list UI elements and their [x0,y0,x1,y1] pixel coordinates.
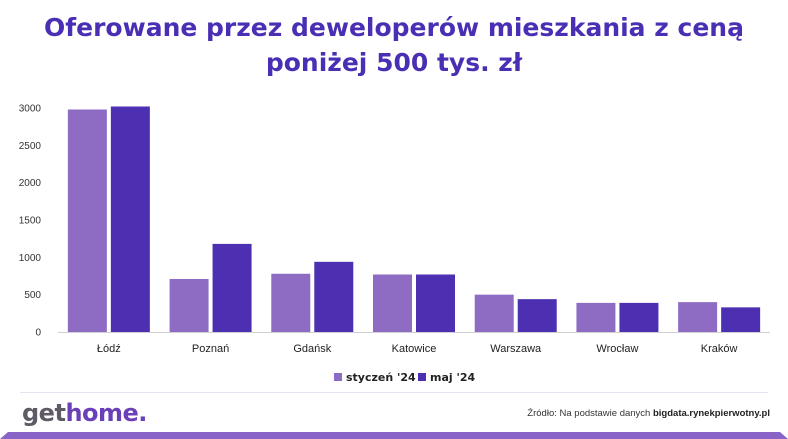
bar-styczen [576,302,616,332]
legend-swatch [418,373,426,381]
y-tick-label: 1500 [19,216,42,227]
bar-maj [314,261,354,332]
y-tick-label: 3000 [19,104,42,115]
legend-label: maj '24 [430,371,476,384]
logo-get-text: get [22,399,66,427]
bar-styczen [169,278,209,332]
source-prefix: Źródło: Na podstawie danych [527,408,651,419]
y-tick-label: 0 [35,328,41,339]
x-tick-label: Wrocław [596,343,638,355]
bar-maj [517,299,557,332]
bar-styczen [271,273,311,332]
x-tick-label: Katowice [392,343,437,355]
y-tick-label: 2000 [19,178,42,189]
bar-styczen [373,274,412,332]
bar-styczen [678,302,718,332]
bar-maj [110,106,150,332]
y-tick-label: 500 [24,290,41,301]
x-tick-label: Kraków [701,343,738,355]
bar-styczen [474,294,514,332]
y-tick-label: 2500 [19,141,42,152]
chart-title-line-2: poniżej 500 tys. zł [265,48,523,77]
x-tick-label: Gdańsk [293,343,331,355]
legend-label: styczeń '24 [346,371,416,384]
bar-maj [212,243,252,332]
source-site: bigdata.rynekpierwotny.pl [652,408,770,419]
bar-maj [721,307,761,332]
chart-title: Oferowane przez deweloperów mieszkania z… [8,10,780,80]
bar-maj [619,302,659,332]
footer-divider [20,392,768,393]
gethome-logo: gethome. [22,398,147,428]
y-tick-label: 1000 [19,253,42,264]
source-note: Źródło: Na podstawie danych bigdata.ryne… [527,408,770,419]
x-tick-label: Łódź [97,343,121,355]
x-tick-label: Warszawa [490,343,542,355]
logo-dot: . [138,399,147,427]
logo-home-text: home [65,399,139,427]
chart-title-line-1: Oferowane przez deweloperów mieszkania z… [44,13,744,42]
bar-maj [416,274,455,332]
bar-styczen [67,109,107,332]
x-tick-label: Poznań [192,343,229,355]
bar-chart: 0 500 1000 1500 2000 2500 3000 Łódź Poznań Gdańsk… [19,104,770,384]
legend-swatch [334,373,342,381]
